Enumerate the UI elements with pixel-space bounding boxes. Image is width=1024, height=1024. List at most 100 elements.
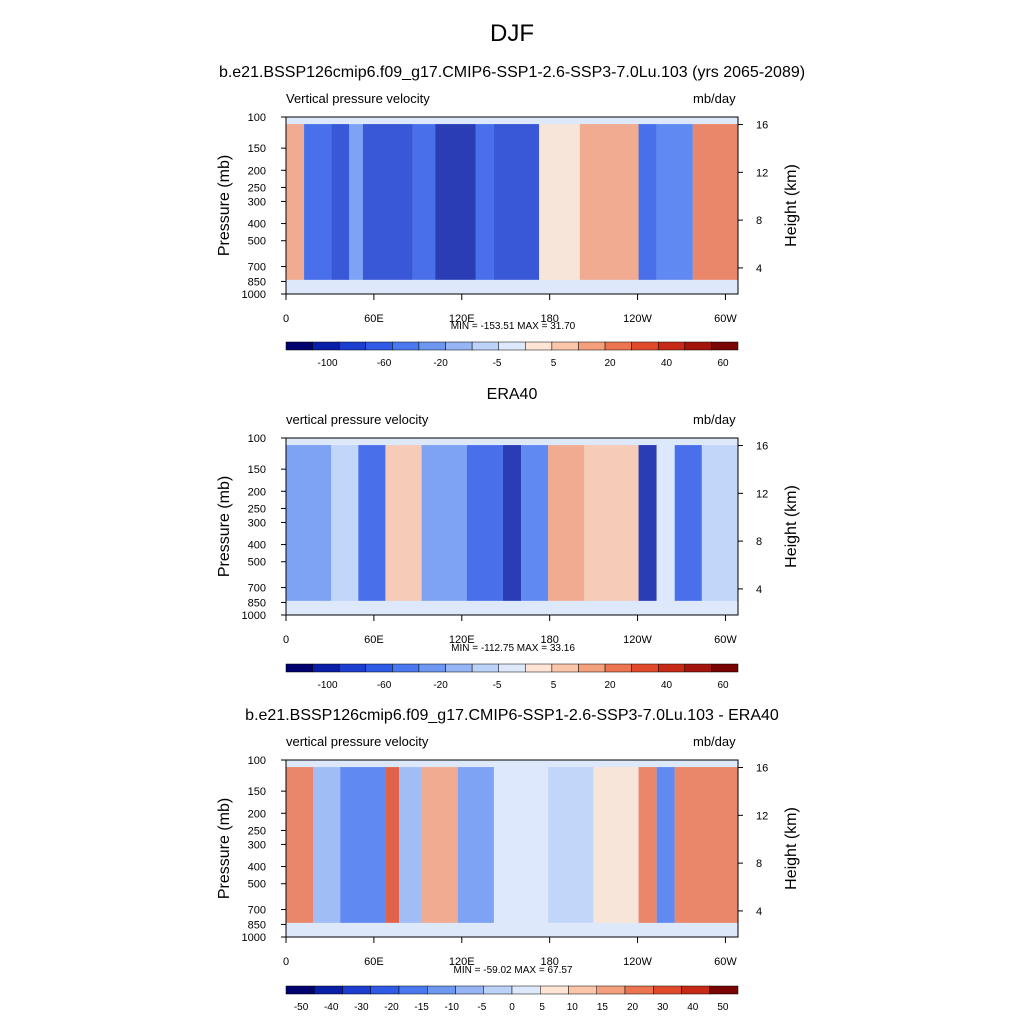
panel-1-stats: MIN = -153.51 MAX = 31.70 bbox=[450, 321, 576, 332]
panel-2-y2tick-8: 8 bbox=[756, 536, 762, 548]
panel-1-y2tick-4: 4 bbox=[756, 263, 762, 275]
panel-1-ytick-300: 300 bbox=[248, 196, 266, 208]
panel-2-colorbar-label-7: 60 bbox=[717, 680, 729, 691]
panel-1-title: b.e21.BSSP126cmip6.f09_g17.CMIP6-SSP1-2.… bbox=[218, 64, 806, 81]
panel-2-ytick-850: 850 bbox=[248, 597, 266, 609]
panel-2-ytick-700: 700 bbox=[248, 583, 266, 595]
panel-3-colorbar-label-6: -5 bbox=[477, 1002, 486, 1013]
panel-2-field-band-7 bbox=[521, 445, 549, 601]
panel-3-y2tick-8: 8 bbox=[756, 858, 762, 870]
panel-2-left-label: vertical pressure velocity bbox=[286, 412, 429, 427]
panel-2-ytick-500: 500 bbox=[248, 557, 266, 569]
panel-3-colorbar-label-0: -50 bbox=[294, 1002, 309, 1013]
panel-2-title: ERA40 bbox=[486, 386, 538, 403]
panel-1-field-band-0 bbox=[286, 124, 305, 280]
panel-2-xtick-0: 0 bbox=[283, 634, 289, 646]
panel-1-xtick-120E: 120E bbox=[449, 313, 475, 325]
figure-title: DJF bbox=[490, 20, 534, 47]
panel-1-field-band-7 bbox=[475, 124, 494, 280]
panel-2-ytick-300: 300 bbox=[248, 517, 266, 529]
panel-3-y2tick-16: 16 bbox=[756, 763, 768, 775]
panel-3-colorbar-label-1: -40 bbox=[324, 1002, 339, 1013]
panel-3-colorbar-box-0 bbox=[285, 985, 315, 995]
panel-3-xtick-60W: 60W bbox=[714, 956, 737, 968]
panel-3-colorbar-label-9: 10 bbox=[567, 1002, 579, 1013]
panel-2-colorbar-label-1: -60 bbox=[377, 680, 392, 691]
panel-3-field-band-12 bbox=[674, 767, 738, 923]
panel-2-field-band-3 bbox=[385, 445, 422, 601]
panel-3-ytick-300: 300 bbox=[248, 839, 266, 851]
panel-2-colorbar-label-3: -5 bbox=[493, 680, 502, 691]
panel-3-field-band-11 bbox=[656, 767, 675, 923]
panel-1-xtick-120W: 120W bbox=[623, 313, 652, 325]
panel-3-colorbar-box-10 bbox=[568, 985, 597, 995]
panel-3-colorbar-box-11 bbox=[596, 985, 626, 995]
panel-3-colorbar-box-2 bbox=[342, 985, 371, 995]
panel-3-y2tick-4: 4 bbox=[756, 906, 762, 918]
panel-3-colorbar-label-4: -15 bbox=[414, 1002, 429, 1013]
panel-1-ytick-500: 500 bbox=[248, 236, 266, 248]
panel-3-colorbar-box-7 bbox=[483, 985, 513, 995]
panel-1-left-label: Vertical pressure velocity bbox=[286, 91, 430, 106]
panel-3-colorbar-box-1 bbox=[314, 985, 343, 995]
panel-2-field-band-12 bbox=[674, 445, 702, 601]
panel-3-colorbar-box-14 bbox=[681, 985, 710, 995]
panel-3-field-band-8 bbox=[548, 767, 594, 923]
panel-1-xtick-0: 0 bbox=[283, 313, 289, 325]
panel-2-ytick-250: 250 bbox=[248, 503, 266, 515]
panel-2-field-band-8 bbox=[548, 445, 585, 601]
panel-3-field-band-2 bbox=[340, 767, 386, 923]
panel-2-y2tick-4: 4 bbox=[756, 584, 762, 596]
panel-3-xtick-0: 0 bbox=[283, 956, 289, 968]
panel-2-xtick-60W: 60W bbox=[714, 634, 737, 646]
panel-1-colorbar-label-5: 20 bbox=[604, 358, 616, 369]
panel-3-colorbar-label-8: 5 bbox=[539, 1002, 545, 1013]
panel-3-xtick-120E: 120E bbox=[449, 956, 475, 968]
panel-2-y2label: Height (km) bbox=[783, 485, 800, 568]
panel-2-colorbar-label-0: -100 bbox=[318, 680, 338, 691]
panel-1-ylabel: Pressure (mb) bbox=[216, 155, 233, 256]
panel-2-field-band-9 bbox=[584, 445, 639, 601]
panel-1-field-band-2 bbox=[331, 124, 350, 280]
panel-2-field-band-13 bbox=[701, 445, 738, 601]
panel-3-colorbar-box-12 bbox=[624, 985, 654, 995]
panel-2-right-label: mb/day bbox=[693, 412, 736, 427]
panel-2-ytick-200: 200 bbox=[248, 486, 266, 498]
panel-2-colorbar-label-4: 5 bbox=[551, 680, 557, 691]
panel-1-xtick-60W: 60W bbox=[714, 313, 737, 325]
panel-3-colorbar-box-6 bbox=[455, 985, 484, 995]
panel-1-colorbar-label-6: 40 bbox=[661, 358, 673, 369]
panel-1-field-band-4 bbox=[362, 124, 413, 280]
panel-1-ytick-1000: 1000 bbox=[242, 289, 266, 301]
panel-1-colorbar-label-3: -5 bbox=[493, 358, 502, 369]
panel-2-frame bbox=[285, 437, 739, 616]
panel-2-y2tick-16: 16 bbox=[756, 441, 768, 453]
panel-2-colorbar-label-2: -20 bbox=[433, 680, 448, 691]
panel-1-colorbar-label-7: 60 bbox=[717, 358, 729, 369]
panel-3-colorbar-box-13 bbox=[653, 985, 682, 995]
panel-3-xtick-180: 180 bbox=[540, 956, 558, 968]
panel-1-ytick-700: 700 bbox=[248, 262, 266, 274]
panel-1-field-band-11 bbox=[638, 124, 657, 280]
panel-3-ytick-1000: 1000 bbox=[242, 932, 266, 944]
panel-3-colorbar-label-2: -30 bbox=[354, 1002, 369, 1013]
panel-3-colorbar-label-12: 30 bbox=[657, 1002, 669, 1013]
panel-2-ytick-150: 150 bbox=[248, 464, 266, 476]
panel-3-colorbar-box-15 bbox=[709, 985, 739, 995]
panel-1-ytick-150: 150 bbox=[248, 143, 266, 155]
panel-1-field-band-9 bbox=[539, 124, 580, 280]
panel-3-field-band-1 bbox=[313, 767, 341, 923]
panel-2-xtick-180: 180 bbox=[540, 634, 558, 646]
panel-3-field-band-9 bbox=[593, 767, 639, 923]
panel-3-ytick-850: 850 bbox=[248, 919, 266, 931]
panel-3-colorbar-box-4 bbox=[398, 985, 428, 995]
panel-2-xtick-120W: 120W bbox=[623, 634, 652, 646]
panel-2-field-band-10 bbox=[638, 445, 657, 601]
panel-1-colorbar-label-1: -60 bbox=[377, 358, 392, 369]
panel-3-field-band-3 bbox=[385, 767, 399, 923]
panel-2-xtick-120E: 120E bbox=[449, 634, 475, 646]
panel-3-field-band-0 bbox=[286, 767, 314, 923]
panel-2-colorbar-label-5: 20 bbox=[604, 680, 616, 691]
panel-1-y2tick-8: 8 bbox=[756, 215, 762, 227]
